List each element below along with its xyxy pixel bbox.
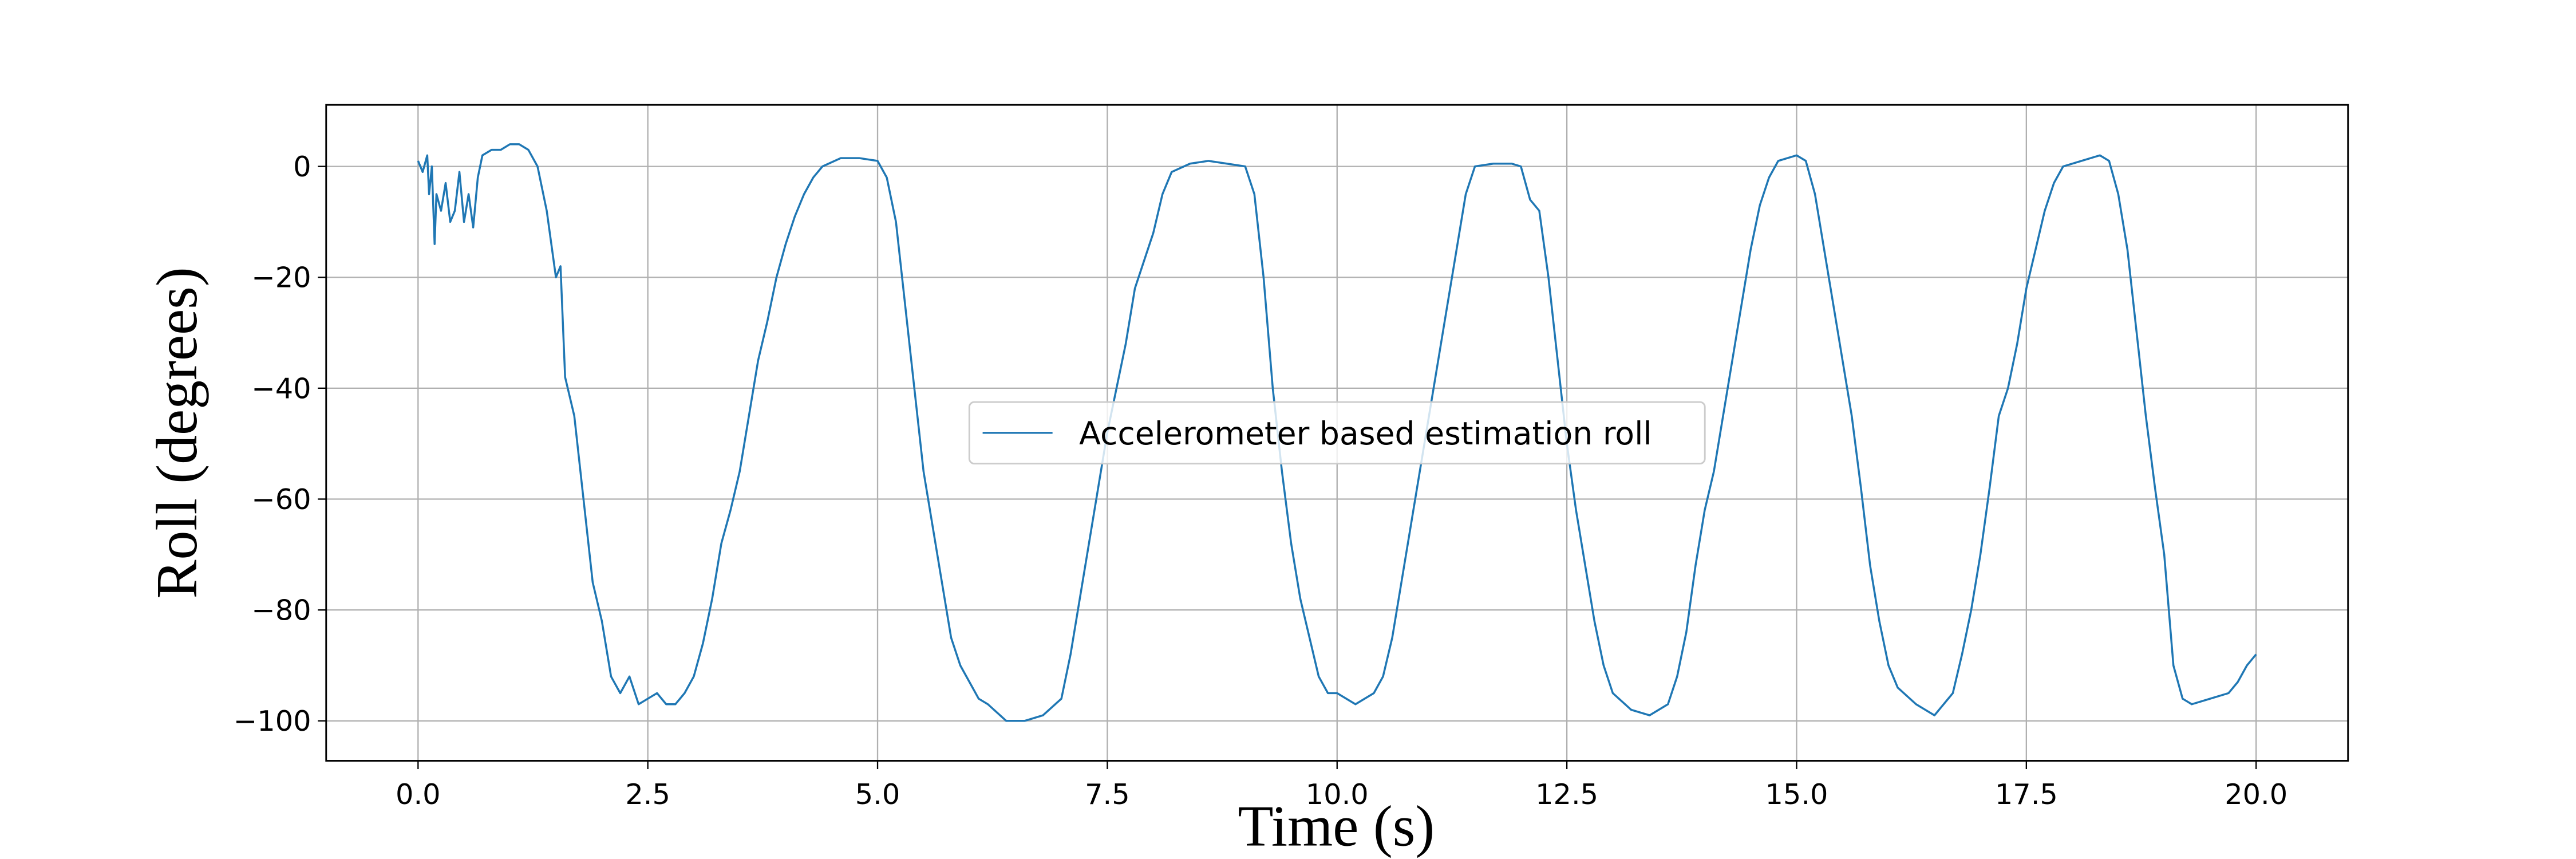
- y-tick-label: −80: [251, 594, 311, 627]
- x-tick-label: 7.5: [1085, 778, 1130, 811]
- y-tick-label: −20: [251, 261, 311, 294]
- x-tick-label: 2.5: [625, 778, 670, 811]
- y-tick-label: 0: [293, 150, 311, 183]
- y-tick-label: −40: [251, 372, 311, 405]
- x-tick-label: 10.0: [1306, 778, 1369, 811]
- x-tick-label: 17.5: [1995, 778, 2058, 811]
- plot-frame: [325, 104, 2349, 762]
- legend-label: Accelerometer based estimation roll: [1079, 416, 1652, 452]
- x-axis-label: Time (s): [1238, 794, 1435, 859]
- y-tick-label: −100: [234, 704, 311, 738]
- x-tick-label: 0.0: [396, 778, 441, 811]
- legend-box: [968, 401, 1706, 465]
- x-tick-label: 5.0: [855, 778, 900, 811]
- x-tick-label: 15.0: [1765, 778, 1828, 811]
- x-tick-label: 12.5: [1535, 778, 1598, 811]
- y-axis-label: Roll (degrees): [145, 267, 210, 598]
- x-tick-label: 20.0: [2225, 778, 2287, 811]
- y-tick-label: −60: [251, 483, 311, 516]
